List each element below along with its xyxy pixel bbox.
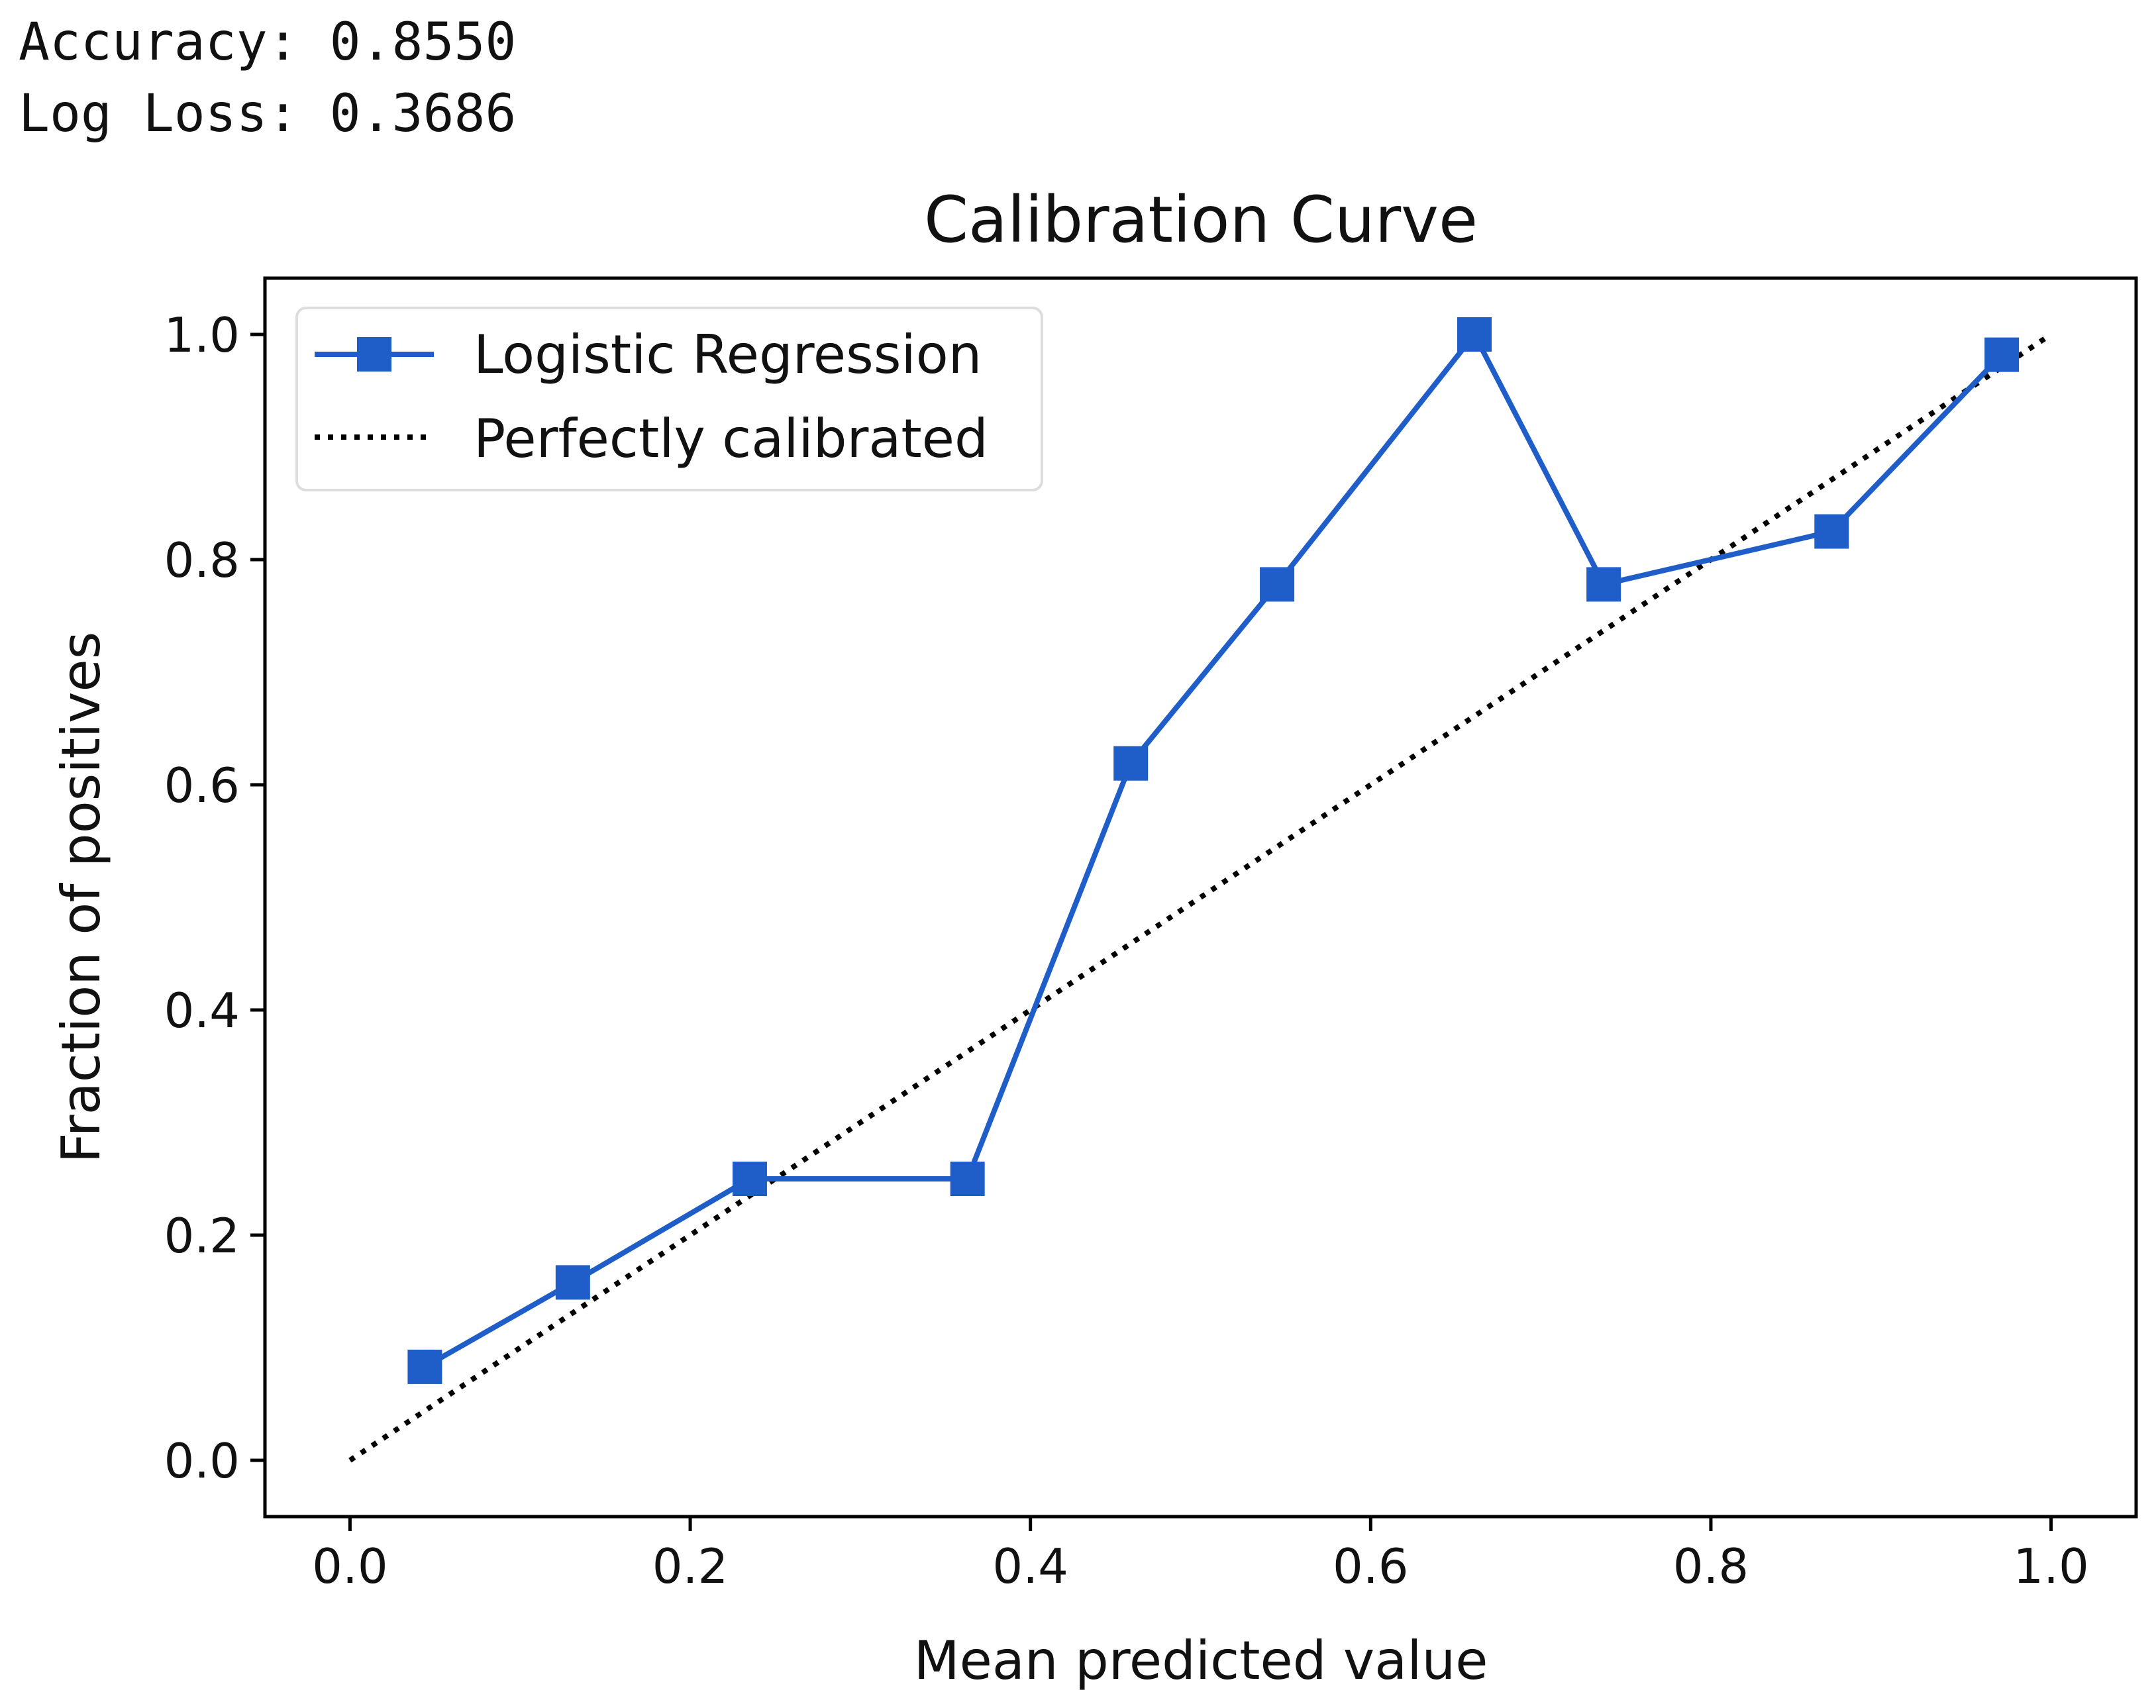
y-tick-label: 0.4 — [164, 983, 240, 1038]
logistic-regression-marker — [1260, 567, 1295, 602]
logistic-regression-marker — [555, 1265, 590, 1300]
logistic-regression-marker — [1586, 567, 1621, 602]
legend-frame — [295, 307, 1043, 491]
logistic-regression-marker — [1113, 746, 1149, 781]
console-output: Accuracy: 0.8550 Log Loss: 0.3686 — [19, 7, 516, 150]
legend-label-logistic-regression: Logistic Regression — [474, 324, 982, 385]
ticks-layer: 0.0 0.2 0.4 0.6 0.8 1.0 0.0 0.2 0.4 0.6 0.8 1.0 — [164, 307, 2088, 1594]
y-axis-label: Fraction of positives — [50, 632, 112, 1164]
legend-label-perfectly-calibrated: Perfectly calibrated — [474, 408, 988, 470]
logistic-regression-marker — [1984, 337, 2020, 372]
chart-title: Calibration Curve — [924, 183, 1478, 257]
x-tick-label: 0.2 — [652, 1538, 729, 1594]
x-tick-label: 0.0 — [312, 1538, 388, 1594]
perfectly-calibrated-line — [348, 332, 2053, 1463]
x-tick-label: 0.4 — [992, 1538, 1068, 1594]
y-tick-label: 0.6 — [164, 758, 240, 813]
x-tick-label: 0.8 — [1673, 1538, 1749, 1594]
y-tick-label: 0.2 — [164, 1208, 240, 1264]
logistic-regression-marker — [407, 1349, 442, 1384]
logistic-regression-marker — [1457, 317, 1492, 352]
x-tick-label: 0.6 — [1333, 1538, 1409, 1594]
accuracy-line: Accuracy: 0.8550 — [19, 13, 517, 72]
y-tick-label: 0.8 — [164, 532, 240, 588]
x-axis-label: Mean predicted value — [914, 1630, 1488, 1691]
series-layer — [348, 317, 2053, 1463]
logistic-regression-marker — [950, 1162, 985, 1196]
legend-marker-logistic-regression — [357, 337, 391, 372]
logistic-regression-line — [423, 332, 2004, 1370]
logistic-regression-marker — [732, 1162, 767, 1196]
y-tick-label: 1.0 — [164, 307, 240, 363]
logistic-regression-marker — [1814, 514, 1849, 549]
y-tick-label: 0.0 — [164, 1433, 240, 1489]
x-tick-label: 1.0 — [2013, 1538, 2089, 1594]
legend: Logistic Regression Perfectly calibrated — [295, 307, 1043, 491]
logloss-line: Log Loss: 0.3686 — [19, 84, 517, 144]
